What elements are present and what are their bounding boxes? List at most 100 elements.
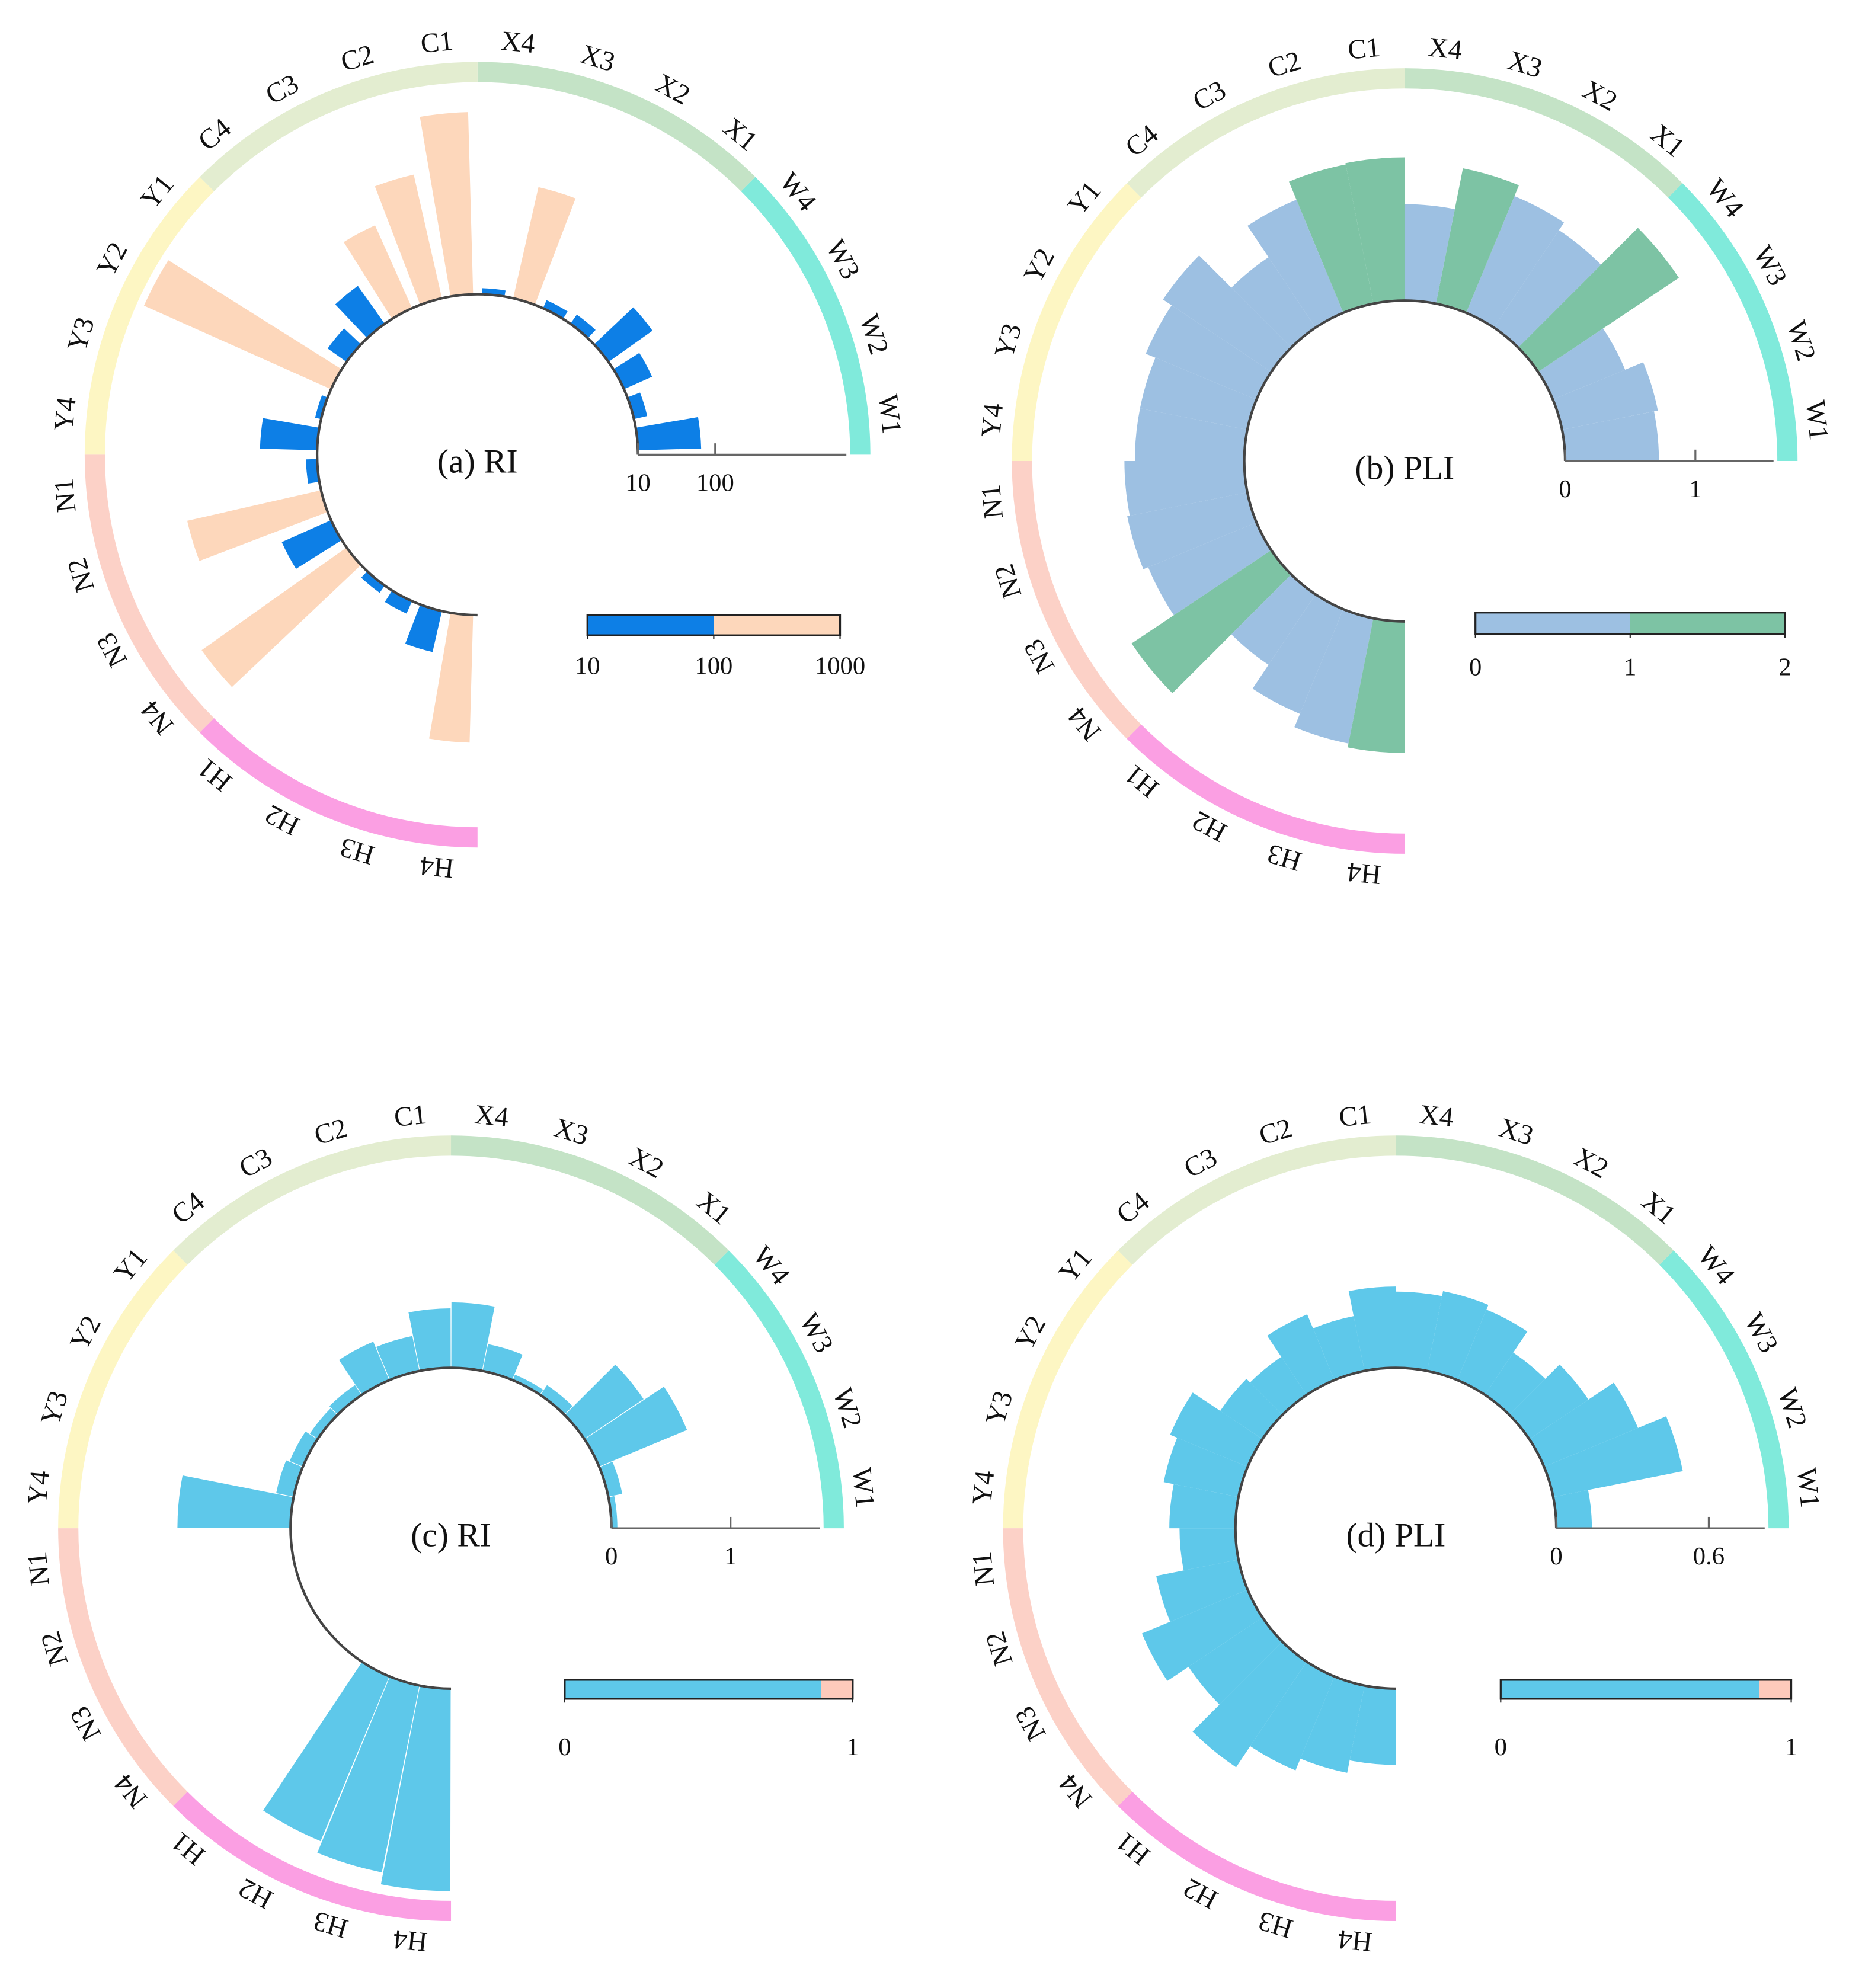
colorbar-segment <box>1475 612 1630 635</box>
category-label: C1 <box>393 1099 428 1133</box>
category-label: X3 <box>1495 1112 1537 1151</box>
bar <box>361 571 385 593</box>
group-arc <box>84 454 215 733</box>
group-arc <box>173 1135 452 1265</box>
category-label: N1 <box>22 1551 56 1587</box>
category-label: C3 <box>261 68 304 111</box>
colorbar-frame <box>564 1679 854 1700</box>
bar <box>260 418 319 450</box>
bar <box>276 1460 303 1497</box>
category-label: H4 <box>392 1923 428 1957</box>
category-label: C2 <box>337 39 377 78</box>
bar <box>564 1364 644 1439</box>
bar <box>1231 257 1316 348</box>
colorbar-segment <box>1759 1679 1791 1699</box>
bar <box>1140 357 1257 430</box>
bar <box>1457 1310 1528 1395</box>
category-label: W1 <box>846 1466 881 1509</box>
bar <box>1553 1490 1592 1529</box>
group-arc <box>58 1528 188 1806</box>
colorbar-segment <box>564 1679 821 1699</box>
tick-label: 100 <box>696 469 734 497</box>
category-label: C3 <box>1179 1142 1222 1185</box>
bar <box>1252 594 1343 714</box>
bar <box>1163 1438 1248 1497</box>
bar <box>1267 1314 1335 1395</box>
category-label: N3 <box>64 1701 107 1746</box>
bar <box>1544 1416 1683 1497</box>
category-label: Y4 <box>967 1470 1000 1506</box>
category-label: N2 <box>35 1628 74 1669</box>
category-label: C1 <box>1338 1099 1373 1133</box>
bar <box>380 1685 451 1891</box>
bar <box>1348 1286 1396 1371</box>
category-label: H2 <box>233 1872 278 1915</box>
bar <box>584 1387 687 1467</box>
category-label: H3 <box>1255 1905 1296 1944</box>
colorbar-label: 10 <box>575 652 600 680</box>
category-label: C3 <box>1188 75 1231 117</box>
group-arc <box>1659 1250 1789 1529</box>
category-label: Y2 <box>1009 1311 1052 1355</box>
bar <box>1345 157 1405 304</box>
bar <box>1466 196 1565 328</box>
bar <box>289 1431 318 1467</box>
bar <box>1231 574 1316 665</box>
category-label: Y4 <box>22 1470 56 1506</box>
group-arc <box>1405 68 1683 198</box>
category-label: C1 <box>419 25 455 59</box>
inner-axis <box>289 1366 613 1690</box>
category-label: X4 <box>1418 1099 1455 1133</box>
category-label: W1 <box>872 393 907 436</box>
bar <box>315 395 328 420</box>
tick-label: 1 <box>724 1542 737 1570</box>
bar <box>1300 1676 1365 1773</box>
inner-axis <box>315 293 639 617</box>
bar <box>1553 362 1658 430</box>
bar <box>635 417 702 450</box>
category-label: C2 <box>311 1112 350 1151</box>
bar <box>613 353 652 389</box>
bar <box>375 174 442 305</box>
bar <box>513 1374 543 1395</box>
bar <box>1148 522 1272 616</box>
colorbar-label: 1 <box>1624 653 1636 681</box>
bar <box>594 307 652 362</box>
tick-label: 0.6 <box>1693 1542 1725 1570</box>
group-arc <box>200 62 478 191</box>
category-label: X2 <box>1569 1141 1613 1185</box>
colorbar-label: 1 <box>1785 1733 1797 1761</box>
bar <box>339 1342 389 1395</box>
bar <box>599 1461 623 1497</box>
bar <box>1509 1364 1589 1439</box>
bar <box>1436 168 1519 313</box>
category-label: Y3 <box>980 1387 1019 1429</box>
bar <box>187 490 328 561</box>
bar <box>317 1676 420 1872</box>
category-label: X4 <box>473 1099 510 1133</box>
category-label: C1 <box>1346 32 1382 66</box>
category-label: X4 <box>1427 32 1464 66</box>
category-label: X4 <box>500 25 536 59</box>
bar <box>1294 609 1374 744</box>
category-label: C3 <box>234 1142 277 1185</box>
bar <box>1250 1662 1335 1771</box>
group-arc <box>1012 183 1141 462</box>
category-label: H2 <box>260 798 305 841</box>
bar <box>376 1336 420 1380</box>
panel-title: (d) PLI <box>1346 1516 1445 1554</box>
bar <box>1247 200 1343 328</box>
category-label: N3 <box>1009 1701 1052 1746</box>
group-arc <box>477 62 756 191</box>
bar <box>1131 550 1291 693</box>
colorbar-label: 100 <box>695 652 732 680</box>
category-label: N1 <box>967 1551 1000 1587</box>
category-label: N1 <box>48 477 82 514</box>
bar <box>1405 204 1455 304</box>
group-arc <box>58 1250 188 1529</box>
panel: W1W2W3W4X1X2X3X4C1C2C3C4Y1Y2Y3Y4N1N2N3N4… <box>22 1099 881 1958</box>
tick-label: 0 <box>1559 475 1571 503</box>
category-label: Y2 <box>64 1311 107 1355</box>
